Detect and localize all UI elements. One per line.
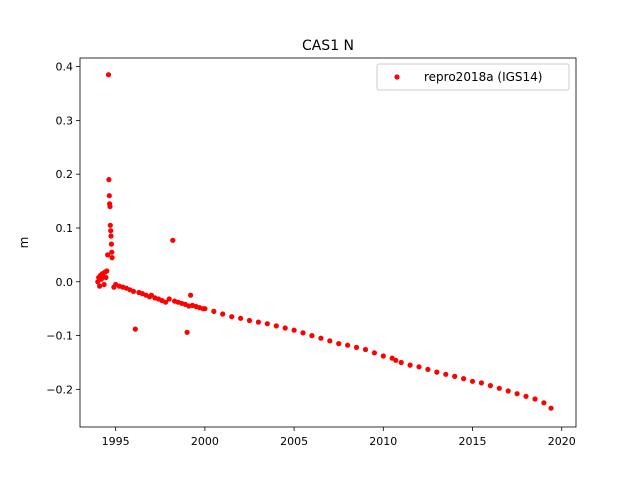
data-point bbox=[469, 378, 476, 384]
data-point bbox=[300, 330, 306, 336]
data-point bbox=[309, 333, 315, 339]
data-point bbox=[393, 357, 399, 363]
data-point bbox=[109, 255, 115, 261]
data-point bbox=[220, 311, 226, 317]
legend-label: repro2018a (IGS14) bbox=[424, 70, 542, 84]
data-point bbox=[132, 326, 138, 332]
data-point bbox=[107, 203, 113, 210]
x-tick-label: 2020 bbox=[548, 435, 576, 448]
data-point bbox=[282, 325, 288, 331]
x-tick-label: 2015 bbox=[459, 435, 487, 448]
data-point bbox=[104, 268, 110, 274]
data-point bbox=[532, 396, 538, 402]
data-point bbox=[229, 314, 235, 320]
data-point bbox=[425, 366, 431, 372]
data-point bbox=[514, 391, 520, 397]
chart-title: CAS1 N bbox=[302, 38, 354, 54]
y-tick-label: 0.2 bbox=[56, 168, 74, 181]
data-point bbox=[211, 308, 217, 314]
x-tick-label: 2005 bbox=[280, 435, 308, 448]
data-point bbox=[291, 327, 297, 333]
y-tick-label: −0.2 bbox=[46, 383, 73, 396]
data-point bbox=[353, 344, 360, 350]
data-point bbox=[101, 281, 107, 288]
y-tick-label: 0.0 bbox=[56, 276, 74, 289]
data-point bbox=[238, 315, 244, 321]
data-point bbox=[371, 350, 377, 356]
data-point bbox=[109, 249, 115, 255]
x-axis-ticks: 1995 2000 2005 2010 2015 2020 bbox=[102, 427, 576, 448]
data-point bbox=[184, 329, 190, 335]
data-point bbox=[106, 177, 112, 183]
data-point bbox=[107, 222, 113, 228]
data-point bbox=[345, 342, 351, 348]
data-point bbox=[108, 241, 114, 247]
data-point bbox=[188, 292, 194, 298]
data-point bbox=[202, 306, 208, 312]
data-point bbox=[264, 321, 270, 327]
x-tick-label: 2000 bbox=[191, 435, 219, 448]
data-point bbox=[246, 317, 253, 324]
data-point bbox=[452, 373, 458, 379]
data-point bbox=[103, 274, 109, 281]
y-tick-label: −0.1 bbox=[46, 330, 73, 343]
data-point bbox=[461, 376, 467, 382]
y-axis-ticks: −0.2 −0.1 0.0 0.1 0.2 0.3 0.4 bbox=[46, 61, 80, 396]
data-point bbox=[362, 346, 369, 353]
data-point bbox=[163, 299, 169, 305]
data-point bbox=[380, 353, 386, 359]
data-point bbox=[496, 385, 502, 391]
y-axis-label: m bbox=[17, 237, 31, 249]
legend-box bbox=[376, 63, 570, 91]
data-point bbox=[130, 288, 137, 294]
data-point bbox=[478, 380, 484, 386]
points-layer bbox=[95, 72, 554, 411]
data-point bbox=[318, 335, 324, 341]
data-point bbox=[487, 383, 493, 389]
data-point bbox=[443, 371, 449, 377]
data-point bbox=[166, 296, 172, 302]
data-point bbox=[95, 279, 101, 285]
data-point bbox=[106, 193, 112, 199]
data-point bbox=[434, 369, 440, 375]
data-point bbox=[548, 405, 554, 411]
x-tick-label: 1995 bbox=[102, 435, 130, 448]
data-point bbox=[523, 393, 529, 399]
y-tick-label: 0.3 bbox=[56, 114, 74, 127]
plot-frame bbox=[79, 57, 577, 428]
data-point bbox=[105, 252, 111, 258]
data-point bbox=[407, 362, 413, 368]
x-tick-label: 2010 bbox=[369, 435, 397, 448]
data-point bbox=[505, 388, 511, 394]
plot-area bbox=[80, 58, 576, 427]
y-tick-label: 0.4 bbox=[56, 61, 74, 74]
legend: repro2018a (IGS14) bbox=[376, 63, 570, 91]
y-tick-label: 0.1 bbox=[56, 222, 74, 235]
data-point bbox=[398, 359, 404, 366]
legend-marker bbox=[394, 74, 400, 80]
data-point bbox=[255, 319, 261, 325]
data-point bbox=[327, 338, 333, 344]
data-point bbox=[108, 228, 114, 234]
data-point bbox=[541, 400, 547, 406]
data-point bbox=[416, 364, 422, 370]
data-point bbox=[170, 237, 176, 243]
data-point bbox=[97, 283, 103, 289]
data-point bbox=[273, 323, 279, 329]
data-point bbox=[148, 292, 154, 298]
data-point bbox=[336, 341, 342, 347]
data-point bbox=[105, 72, 112, 78]
data-point bbox=[108, 233, 114, 239]
